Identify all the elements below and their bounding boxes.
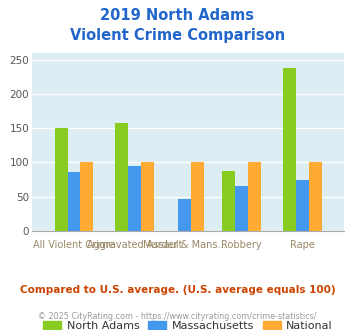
Bar: [67, 172, 81, 231]
Bar: [296, 180, 309, 231]
Bar: [191, 162, 204, 231]
Text: 2019 North Adams: 2019 North Adams: [100, 8, 255, 23]
Text: Violent Crime Comparison: Violent Crime Comparison: [70, 28, 285, 43]
Bar: [141, 162, 154, 231]
Bar: [309, 162, 322, 231]
Bar: [178, 199, 191, 231]
Legend: North Adams, Massachusetts, National: North Adams, Massachusetts, National: [39, 316, 337, 330]
Bar: [235, 186, 248, 231]
Bar: [128, 166, 141, 231]
Text: © 2025 CityRating.com - https://www.cityrating.com/crime-statistics/: © 2025 CityRating.com - https://www.city…: [38, 312, 317, 321]
Bar: [283, 68, 296, 231]
Bar: [222, 171, 235, 231]
Bar: [55, 128, 67, 231]
Bar: [248, 162, 261, 231]
Bar: [81, 162, 93, 231]
Bar: [115, 123, 128, 231]
Text: Compared to U.S. average. (U.S. average equals 100): Compared to U.S. average. (U.S. average …: [20, 285, 335, 295]
